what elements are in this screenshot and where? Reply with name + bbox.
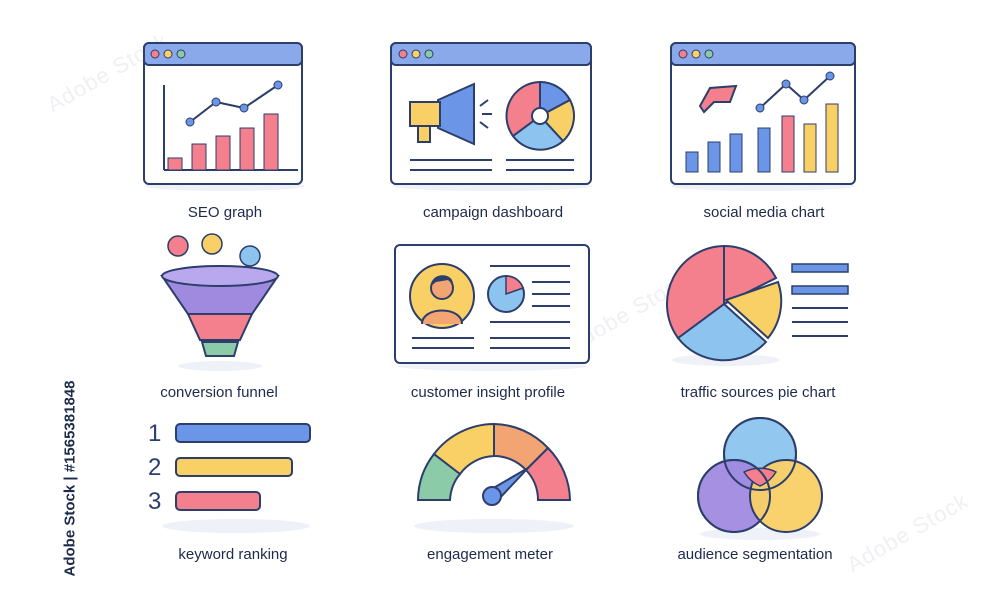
caption-engagement-meter: engagement meter (427, 546, 553, 563)
caption-keyword-ranking: keyword ranking (178, 546, 288, 563)
social-media-chart-icon (668, 40, 863, 191)
rank-number-3: 3 (148, 488, 162, 515)
watermark: Adobe Stock (842, 487, 973, 578)
conversion-funnel-icon (160, 232, 290, 372)
caption-conversion-funnel: conversion funnel (160, 384, 278, 401)
seo-graph-icon (140, 40, 310, 191)
audience-segmentation-icon (690, 414, 830, 544)
keyword-ranking-icon (160, 420, 320, 540)
caption-seo-graph: SEO graph (187, 204, 263, 221)
customer-insight-profile-icon (392, 242, 597, 371)
caption-audience-segmentation: audience segmentation (677, 546, 833, 563)
rank-number-1: 1 (148, 420, 162, 447)
campaign-dashboard-icon (388, 40, 598, 191)
traffic-sources-pie-chart-icon (666, 238, 858, 368)
engagement-meter-icon (410, 418, 580, 538)
caption-customer-insight-profile: customer insight profile (410, 384, 566, 401)
stock-id-label: Adobe Stock | #1565381848 (61, 380, 79, 577)
rank-number-2: 2 (148, 454, 162, 481)
caption-campaign-dashboard: campaign dashboard (422, 204, 564, 221)
caption-traffic-sources-pie-chart: traffic sources pie chart (680, 384, 836, 401)
caption-social-media-chart: social media chart (703, 204, 825, 221)
